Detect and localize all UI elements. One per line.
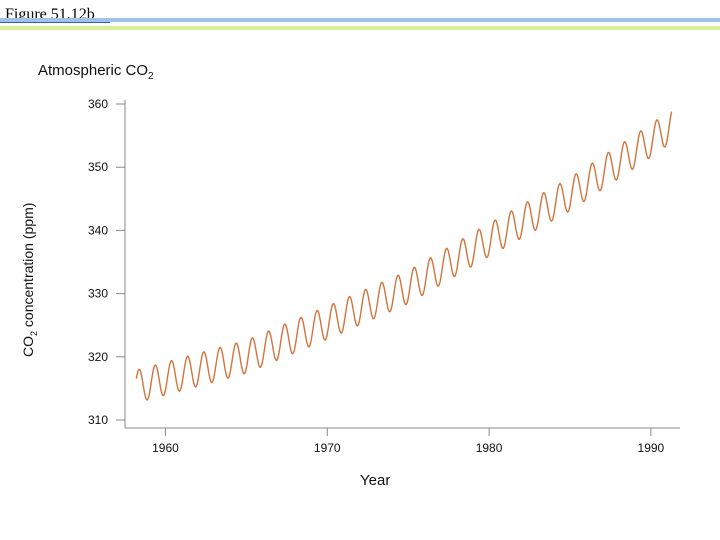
chart-title-main: Atmospheric CO <box>38 62 149 79</box>
x-tick-label: 1970 <box>314 441 341 455</box>
x-tick-label: 1980 <box>476 441 503 455</box>
y-tick-label: 350 <box>88 160 108 174</box>
header-rule-green <box>0 26 720 30</box>
y-tick-label: 340 <box>88 223 108 237</box>
chart-title: Atmospheric CO2 <box>38 62 154 82</box>
header-rule-blue <box>0 18 720 22</box>
chart-title-subscript: 2 <box>148 71 154 82</box>
x-ticks: 1960 1970 1980 1990 <box>152 428 665 455</box>
x-tick-label: 1990 <box>638 441 665 455</box>
x-tick-label: 1960 <box>152 441 179 455</box>
y-tick-label: 320 <box>88 350 108 364</box>
x-axis-label: Year <box>360 472 391 489</box>
y-tick-label: 310 <box>88 413 108 427</box>
y-tick-label: 360 <box>88 97 108 111</box>
co2-series-line <box>135 111 673 401</box>
header-rule-dark <box>0 22 110 23</box>
y-ticks: 310 320 330 340 350 360 <box>88 97 125 427</box>
y-tick-label: 330 <box>88 287 108 301</box>
